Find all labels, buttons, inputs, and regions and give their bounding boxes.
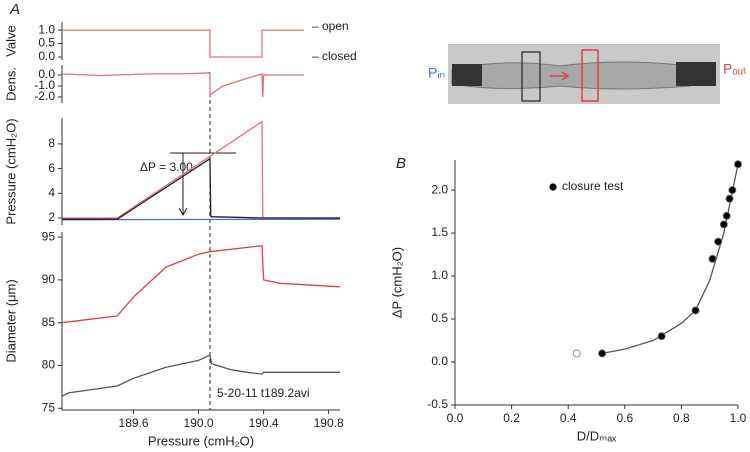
- y-axis-label: Pressure (cmH₂O): [3, 118, 18, 224]
- point: [598, 349, 607, 358]
- series-line: [62, 29, 305, 58]
- y-tick-label: 0.0: [431, 354, 448, 368]
- y-tick-label: 8: [48, 136, 55, 150]
- legend-marker: [549, 183, 557, 191]
- legend-label: closure test: [562, 179, 624, 193]
- x-tick-label: 0.6: [616, 411, 633, 425]
- y-axis-label: Diameter (μm): [3, 279, 18, 362]
- inlet-label: Pᵢₙ: [428, 65, 445, 81]
- series-line: [62, 157, 340, 220]
- y-tick-label: 2: [48, 210, 55, 224]
- y-tick-label: 1.0: [431, 268, 448, 282]
- x-axis-label: Pressure (cmH₂O): [148, 433, 254, 448]
- y-tick-label: 85: [42, 315, 56, 329]
- point: [691, 306, 700, 315]
- y-tick-label: -2.0: [34, 89, 55, 103]
- y-axis-label: Dens.: [3, 67, 18, 101]
- y-tick-label: 1.0: [38, 22, 55, 36]
- y-tick-label: 0.0: [38, 49, 55, 63]
- x-tick-label: 190.4: [249, 416, 279, 430]
- y-tick-label: 4: [48, 185, 55, 199]
- y-tick-label: 0.5: [431, 311, 448, 325]
- x-tick-label: 190.0: [184, 416, 214, 430]
- y-axis-label: Valve: [3, 25, 18, 57]
- series-line: [61, 72, 305, 98]
- y-tick-label: 6: [48, 161, 55, 175]
- x-tick-label: 0.4: [560, 411, 577, 425]
- y-tick-label: -1.0: [34, 78, 55, 92]
- y-tick-label: 2.0: [431, 182, 448, 196]
- annotation: ΔP = 3.00: [140, 160, 193, 174]
- annotation: – open: [312, 19, 349, 33]
- y-tick-label: -0.5: [427, 397, 448, 411]
- x-axis-label: D/Dₘₐₓ: [577, 428, 617, 443]
- x-tick-label: 0.2: [503, 411, 520, 425]
- series-line: [62, 120, 340, 219]
- point: [719, 220, 728, 229]
- x-tick-label: 189.6: [119, 416, 149, 430]
- point: [734, 160, 743, 169]
- x-tick-label: 1.0: [730, 411, 747, 425]
- series-line: [61, 244, 341, 324]
- y-axis-label: ΔP (cmH₂O): [389, 247, 404, 318]
- point: [722, 211, 731, 220]
- micrograph: [448, 44, 720, 104]
- x-tick-label: 0.8: [673, 411, 690, 425]
- panel-label: A: [9, 1, 20, 18]
- y-tick-label: 95: [42, 229, 56, 243]
- annotation: 5-20-11 t189.2avi: [217, 386, 310, 400]
- point: [572, 349, 581, 358]
- y-tick-label: 1.5: [431, 225, 448, 239]
- panel-label: B: [396, 155, 406, 172]
- x-tick-label: 190.8: [314, 416, 344, 430]
- point: [728, 186, 737, 195]
- point: [725, 194, 734, 203]
- point: [714, 237, 723, 246]
- outlet-label: Pₒᵤₜ: [723, 61, 747, 77]
- series-line: [61, 354, 340, 397]
- y-tick-label: 0.5: [38, 36, 55, 50]
- y-tick-label: 75: [42, 400, 56, 414]
- x-tick-label: 0.0: [447, 411, 464, 425]
- y-tick-label: 80: [42, 358, 56, 372]
- y-tick-label: 90: [42, 272, 56, 286]
- delta-p-marker: [170, 152, 236, 217]
- point: [708, 254, 717, 263]
- y-tick-label: 0.0: [38, 67, 55, 81]
- point: [657, 332, 666, 341]
- annotation: – closed: [312, 49, 357, 63]
